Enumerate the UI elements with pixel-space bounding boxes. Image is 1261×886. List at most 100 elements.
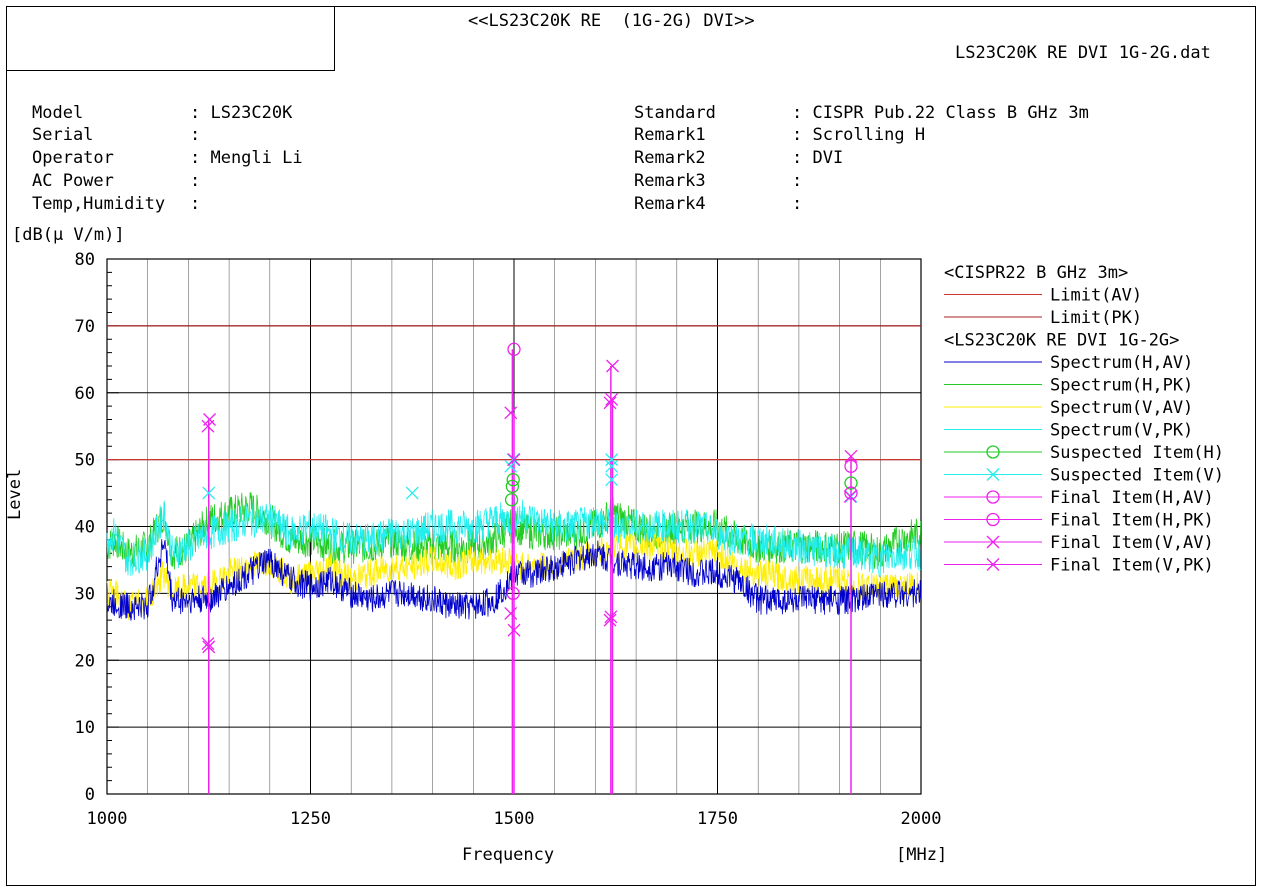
info-label: Remark1 (634, 125, 706, 145)
info-value: : (792, 171, 803, 191)
x-tick-label: 1750 (697, 809, 738, 829)
legend-marker (986, 445, 1000, 459)
item-marker-stroke (504, 406, 518, 420)
legend-entry: Spectrum(V,AV) (1050, 398, 1193, 418)
x-axis-label: Frequency (462, 845, 555, 865)
title-box (6, 6, 335, 71)
legend-marker-stroke (986, 558, 1000, 571)
y-tick-label: 0 (85, 785, 95, 805)
legend-entry: Limit(PK) (1050, 308, 1142, 328)
item-marker-stroke (203, 413, 217, 426)
info-value: : (190, 125, 201, 145)
info-label: Remark4 (634, 194, 706, 214)
item-marker (605, 453, 619, 467)
item-marker (504, 459, 518, 473)
legend-entry: Final Item(H,PK) (1050, 511, 1214, 531)
legend-entry: Suspected Item(V) (1050, 466, 1224, 486)
info-value: : CISPR Pub.22 Class B GHz 3m (792, 103, 1089, 123)
info-label: Operator (32, 148, 114, 168)
legend-entry: Final Item(H,AV) (1050, 488, 1214, 508)
info-label: Serial (32, 125, 94, 145)
item-marker (843, 489, 857, 503)
item-marker-stroke (504, 459, 518, 473)
item-marker (606, 359, 619, 373)
info-label: Standard (634, 103, 716, 123)
info-label: Remark3 (634, 171, 706, 191)
item-marker (605, 392, 619, 406)
info-value: : Scrolling H (792, 125, 926, 145)
item-marker (844, 449, 858, 463)
info-value: : Mengli Li (190, 148, 303, 168)
legend-entry: Final Item(V,PK) (1050, 556, 1214, 576)
y-tick-label: 50 (75, 451, 95, 471)
item-marker-stroke (507, 623, 521, 637)
item-marker (604, 610, 618, 624)
x-tick-label: 2000 (901, 809, 942, 829)
legend-entry: Spectrum(H,AV) (1050, 353, 1193, 373)
item-marker (504, 406, 518, 420)
item-marker-stroke (202, 640, 216, 654)
item-marker (507, 342, 521, 356)
item-marker (505, 479, 520, 494)
info-label: Remark2 (634, 148, 706, 168)
item-marker (507, 453, 521, 467)
item-marker-stroke (603, 613, 617, 627)
legend-marker-stroke (986, 468, 1000, 481)
item-marker (506, 473, 520, 487)
item-marker-stroke (844, 449, 858, 463)
item-marker-stroke (504, 606, 518, 620)
y-tick-label: 60 (75, 384, 95, 404)
item-marker (201, 637, 215, 650)
legend-marker (986, 535, 1000, 549)
x-tick-label: 1000 (87, 809, 128, 829)
item-marker-stroke (405, 486, 419, 500)
item-marker-stroke (605, 392, 619, 406)
item-marker (504, 606, 518, 620)
legend-marker (986, 490, 1000, 504)
item-marker (603, 396, 617, 410)
legend-marker-stroke (986, 535, 1000, 549)
item-marker (203, 413, 217, 426)
legend-marker (986, 558, 1000, 571)
item-marker (507, 623, 521, 637)
legend-marker (986, 512, 1000, 527)
legend-heading: <CISPR22 B GHz 3m> (944, 263, 1128, 283)
item-marker (504, 493, 519, 507)
legend-marker (986, 468, 1000, 481)
item-marker (202, 640, 216, 654)
legend-entry: Spectrum(V,PK) (1050, 421, 1193, 441)
item-marker-stroke (603, 396, 617, 410)
item-marker (844, 476, 858, 490)
x-tick-label: 1250 (290, 809, 331, 829)
item-marker (506, 586, 520, 601)
item-marker (844, 459, 858, 473)
info-value: : (190, 171, 201, 191)
item-marker-stroke (605, 453, 619, 467)
y-axis-unit: [dB(μ V/m)] (12, 225, 125, 245)
y-tick-label: 80 (75, 250, 95, 270)
item-marker-stroke (604, 610, 618, 624)
y-tick-label: 40 (75, 518, 95, 538)
item-marker-stroke (507, 453, 521, 467)
legend-heading: <LS23C20K RE DVI 1G-2G> (944, 331, 1179, 351)
data-file-name: LS23C20K RE DVI 1G-2G.dat (955, 43, 1211, 63)
y-tick-label: 30 (75, 584, 95, 604)
item-marker (605, 473, 619, 487)
info-label: AC Power (32, 171, 114, 191)
item-marker-stroke (202, 486, 216, 500)
info-value: : (792, 194, 803, 214)
info-label: Temp,Humidity (32, 194, 166, 214)
item-marker-stroke (605, 459, 619, 473)
report-title: <<LS23C20K RE (1G-2G) DVI>> (468, 11, 755, 31)
item-marker (202, 486, 216, 500)
info-value: : LS23C20K (190, 103, 293, 123)
info-value: : DVI (792, 148, 844, 168)
x-tick-label: 1500 (494, 809, 535, 829)
item-marker-stroke (201, 637, 215, 650)
y-tick-label: 20 (75, 651, 95, 671)
info-value: : (190, 194, 201, 214)
item-marker-stroke (606, 359, 619, 373)
item-marker (605, 459, 619, 473)
item-marker-stroke (605, 473, 619, 487)
